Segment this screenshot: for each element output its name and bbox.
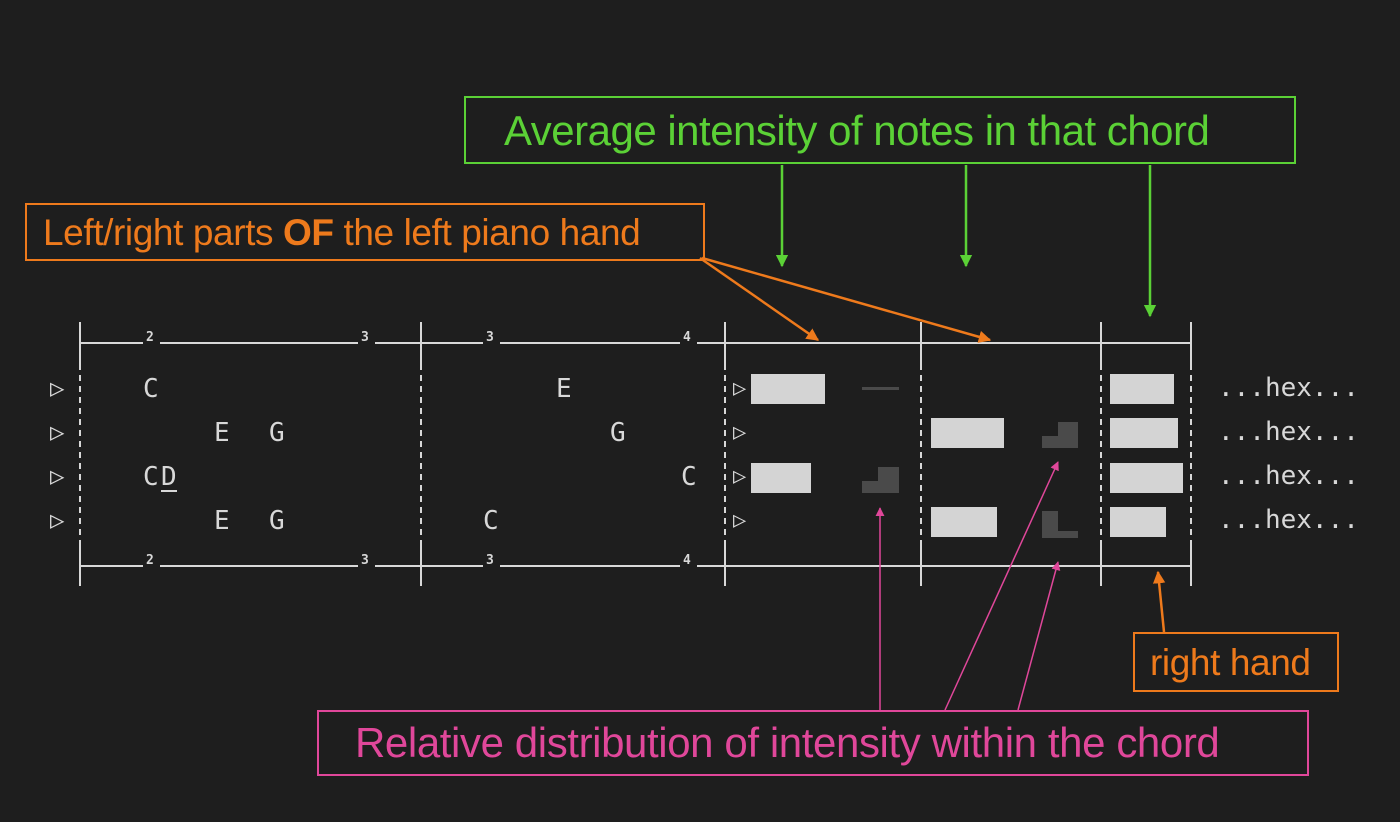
arrow [699,256,820,342]
note: G [269,418,285,448]
hex-label: ...hex... [1218,417,1359,447]
intensity-bar [1110,463,1183,493]
arrow [701,256,992,343]
relative-distribution-callout: Relative distribution of intensity withi… [317,710,1309,776]
left-right-parts-callout: Left/right parts OF the left piano hand [25,203,705,261]
chord-triangles: ▷ ▷ ▷ ▷ [733,376,747,533]
left-right-parts-text-pre: Left/right parts [43,212,283,253]
note: E [214,506,230,536]
average-intensity-text: Average intensity of notes in that chord [504,107,1210,154]
play-triangle-icon[interactable]: ▷ [50,374,65,402]
intensity-bar [1110,374,1174,404]
play-triangle-icon[interactable]: ▷ [50,506,65,534]
note: E [214,418,230,448]
note: C [143,374,159,404]
note: G [610,418,626,448]
intensity-bar [751,463,811,493]
note: C [483,506,499,536]
arrow [1017,561,1061,711]
dashed-barlines [79,364,1192,546]
distribution-glyphs [862,387,1078,538]
measure-number: 4 [683,330,691,345]
row-triangles: ▷ ▷ ▷ ▷ [50,374,65,534]
solid-barlines [79,322,1192,586]
measure-number: 2 [146,330,154,345]
distribution-glyph [862,467,899,493]
measure-number: 3 [361,330,369,345]
intensity-bar [1110,418,1178,448]
measure-number: 2 [146,553,154,568]
right-hand-text: right hand [1150,642,1311,683]
distribution-glyph [1042,511,1078,538]
left-right-parts-text-bold: OF [283,212,334,253]
measure-numbers: 2 3 3 4 2 3 3 4 [143,329,697,568]
note: E [556,374,572,404]
hex-label: ...hex... [1218,373,1359,403]
relative-distribution-text: Relative distribution of intensity withi… [355,719,1220,766]
note: C [681,462,697,492]
arrow [1152,570,1166,633]
notes: C E G C D E G E G C C [143,374,697,536]
measure-number: 3 [486,330,494,345]
play-triangle-icon[interactable]: ▷ [733,464,747,489]
staff-lines [80,342,1191,567]
right-hand-callout: right hand [1133,632,1339,692]
hex-label: ...hex... [1218,461,1359,491]
hex-labels: ...hex... ...hex... ...hex... ...hex... [1218,373,1359,535]
note: D [161,462,177,492]
green-arrows [775,165,1157,318]
play-triangle-icon[interactable]: ▷ [733,376,747,401]
orange-arrows [699,256,1166,633]
intensity-bar [1110,507,1166,537]
measure-number: 4 [683,553,691,568]
note: C [143,462,159,492]
distribution-glyph [1042,422,1078,448]
distribution-glyph [862,387,899,390]
play-triangle-icon[interactable]: ▷ [733,420,747,445]
left-right-parts-text-post: the left piano hand [333,212,641,253]
measure-number: 3 [486,553,494,568]
average-intensity-callout: Average intensity of notes in that chord [464,96,1296,164]
play-triangle-icon[interactable]: ▷ [733,508,747,533]
measure-number: 3 [361,553,369,568]
intensity-bar [751,374,825,404]
hex-label: ...hex... [1218,505,1359,535]
average-intensity-bars [751,374,1183,537]
play-triangle-icon[interactable]: ▷ [50,462,65,490]
intensity-bar [931,418,1004,448]
play-triangle-icon[interactable]: ▷ [50,418,65,446]
intensity-bar [931,507,997,537]
pink-arrows [875,461,1061,711]
note: G [269,506,285,536]
arrow [944,461,1059,711]
